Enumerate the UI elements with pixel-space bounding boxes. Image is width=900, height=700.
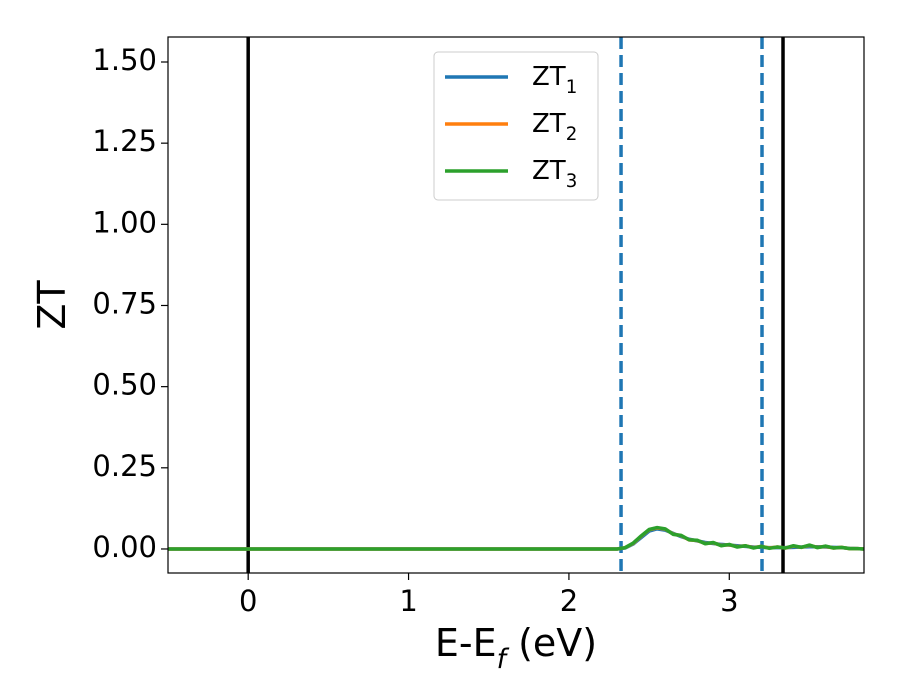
y-tick-label: 1.50 bbox=[92, 43, 157, 77]
y-tick-label: 1.00 bbox=[92, 205, 157, 239]
x-axis-label: E-Ef (eV) bbox=[435, 621, 597, 676]
legend-label: ZT1 bbox=[532, 62, 577, 98]
x-tick-label: 2 bbox=[560, 584, 578, 618]
y-axis-label: ZT bbox=[30, 280, 74, 330]
legend-label: ZT2 bbox=[532, 109, 577, 145]
y-tick-label: 0.75 bbox=[92, 286, 157, 320]
x-tick-label: 3 bbox=[720, 584, 738, 618]
y-tick-label: 0.00 bbox=[92, 530, 157, 564]
legend-box bbox=[433, 51, 599, 201]
series-line bbox=[168, 525, 864, 551]
plot-area bbox=[168, 37, 864, 573]
x-tick-label: 0 bbox=[239, 584, 257, 618]
x-tick-label: 1 bbox=[399, 584, 417, 618]
y-tick-label: 0.25 bbox=[92, 449, 157, 483]
y-tick-label: 1.25 bbox=[92, 124, 157, 158]
axes-frame bbox=[167, 36, 865, 574]
y-tick-label: 0.50 bbox=[92, 368, 157, 402]
legend-label: ZT3 bbox=[532, 156, 577, 192]
